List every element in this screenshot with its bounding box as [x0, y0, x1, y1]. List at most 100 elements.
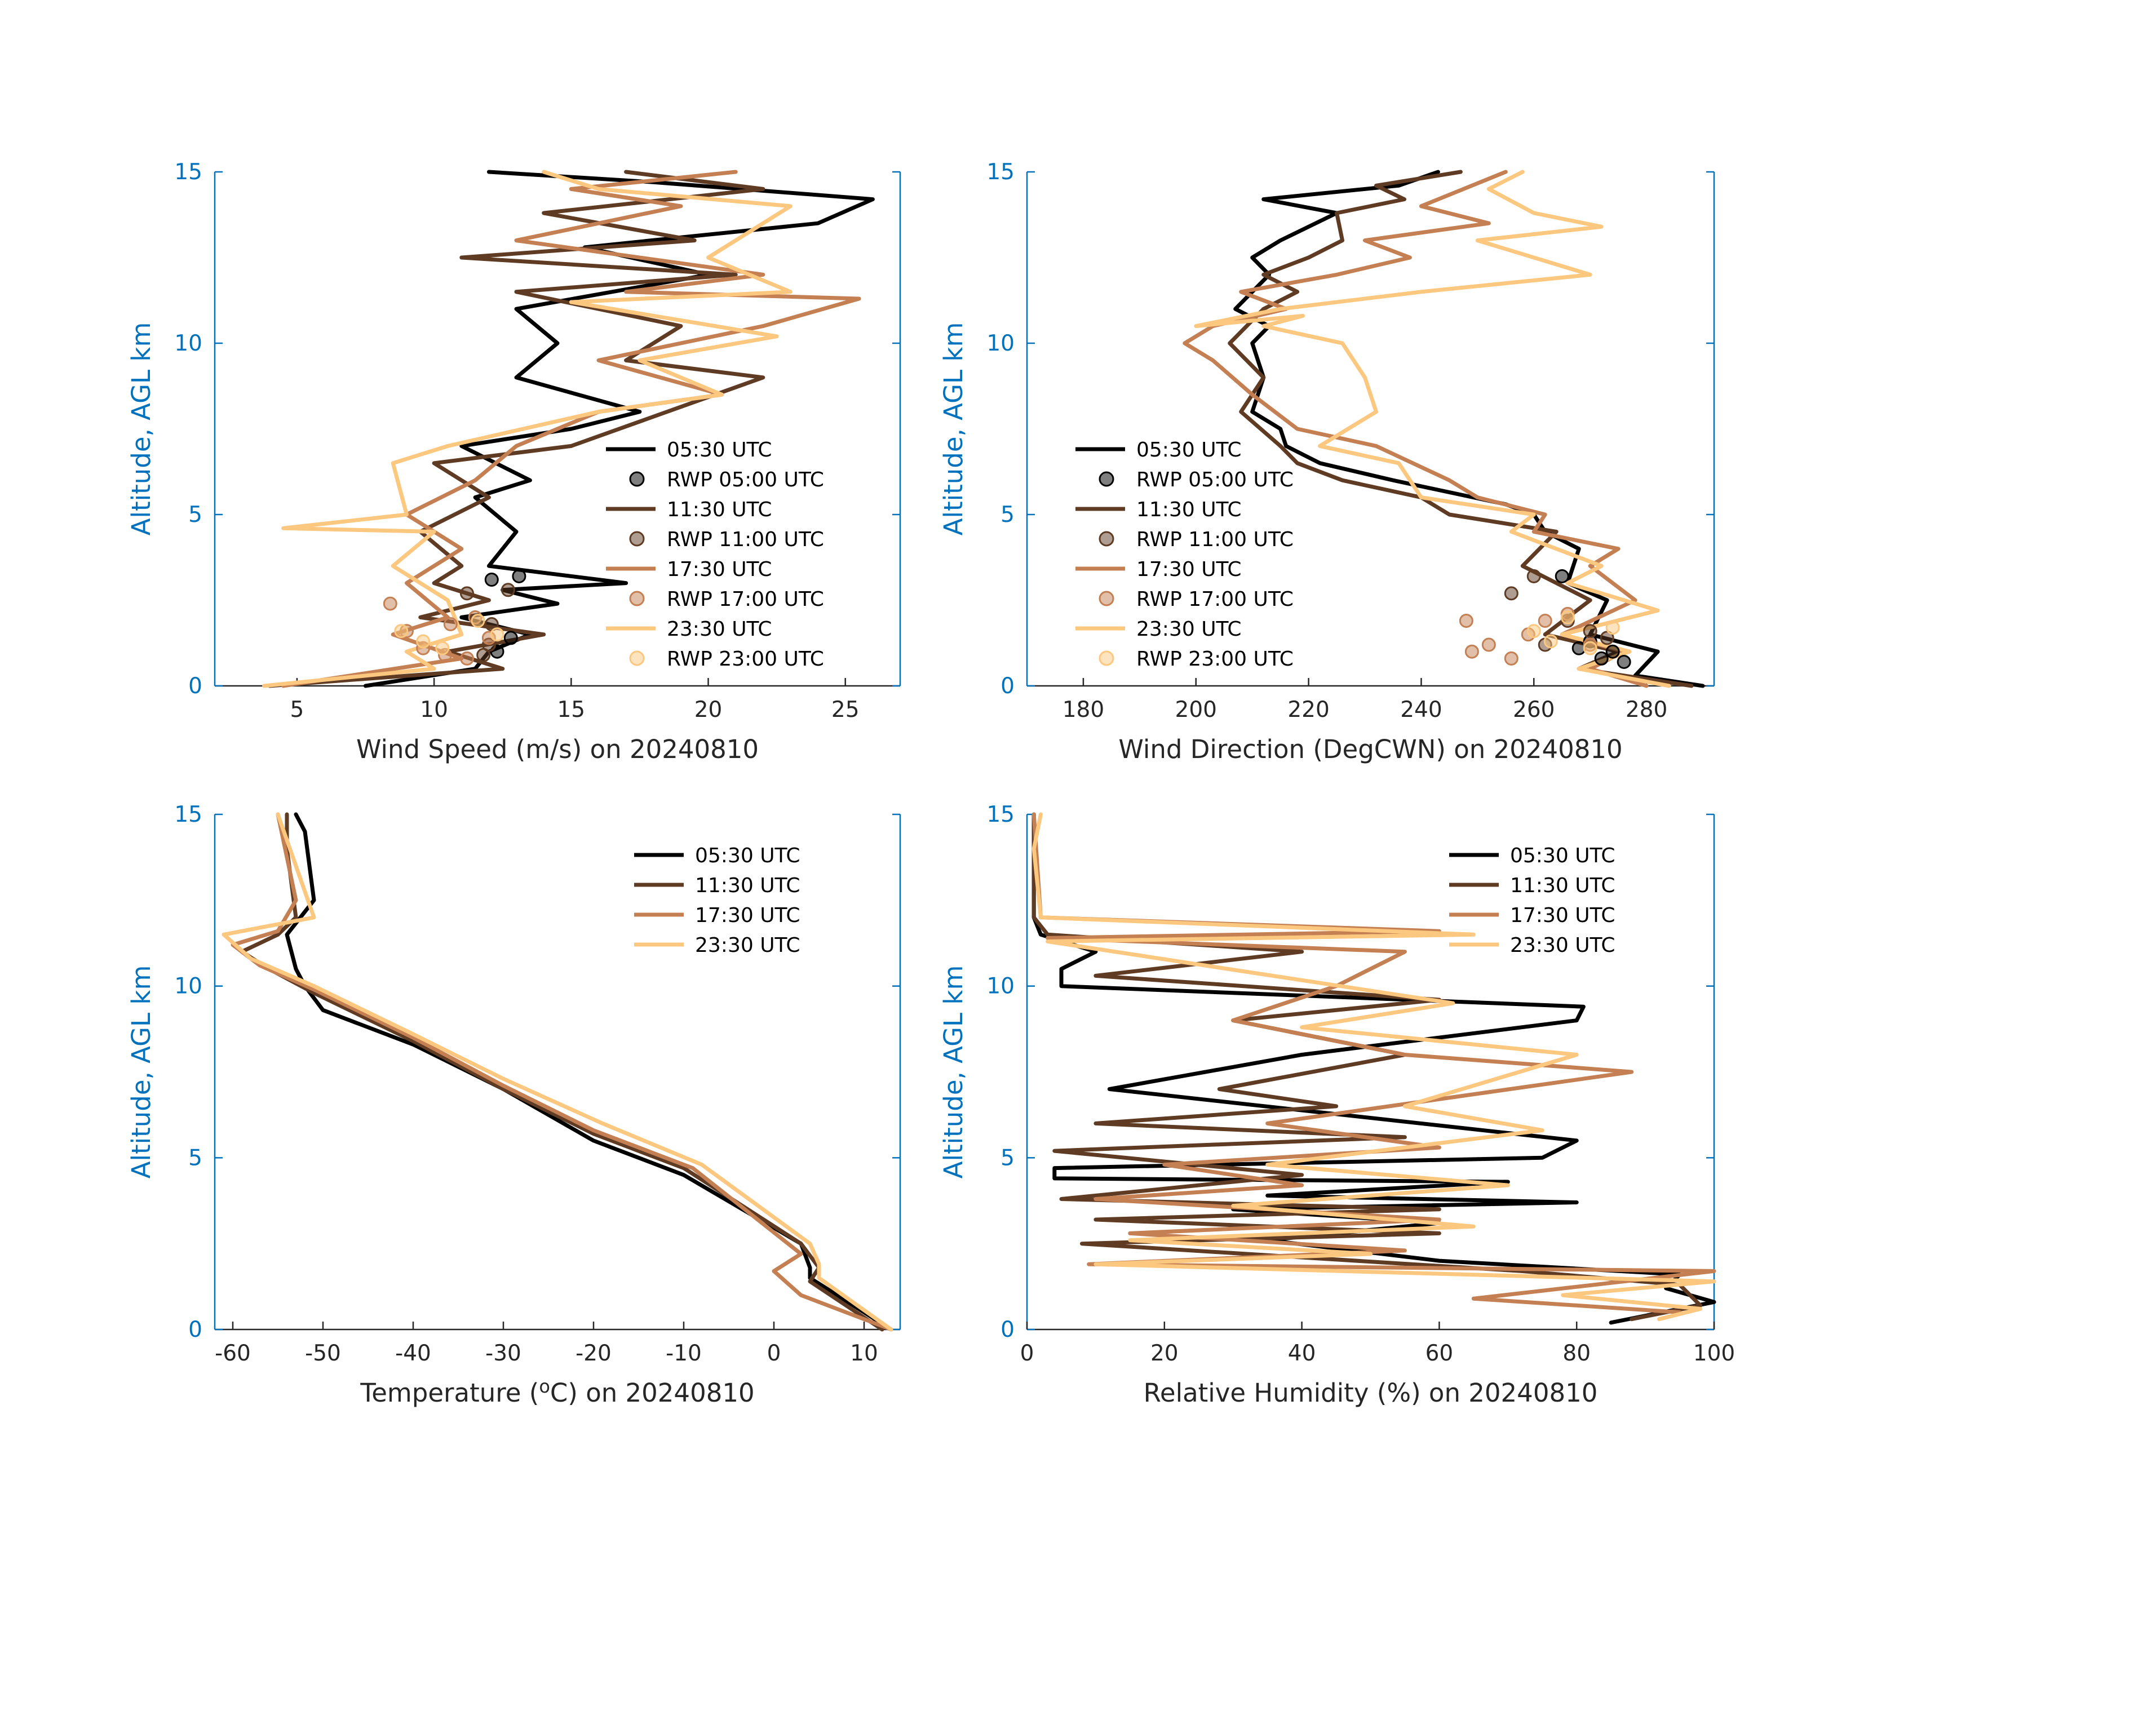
direction-rwp-point: [1594, 651, 1609, 666]
direction-series-2330: [1194, 170, 1671, 688]
speed-xtick-label: 15: [557, 697, 585, 723]
direction-rwp-point: [1538, 613, 1552, 628]
direction-rwp-point: [1464, 644, 1479, 659]
direction-rwp-point: [1605, 644, 1620, 659]
speed-ylabel: Altitude, AGL km: [126, 322, 156, 536]
temperature-legend-label: 23:30 UTC: [695, 934, 800, 957]
temperature-legend: 05:30 UTC 11:30 UTC 17:30 UTC 23:30 UTC: [634, 844, 800, 957]
temperature-legend-label: 11:30 UTC: [695, 874, 800, 897]
speed-rwp-point: [383, 596, 397, 611]
speed-rwp-point: [471, 613, 485, 628]
direction-ytick-label: 10: [986, 331, 1015, 356]
direction-legend-label: RWP 17:00 UTC: [1136, 588, 1294, 611]
temperature-ytick-label: 10: [174, 974, 202, 999]
direction-legend-label: 05:30 UTC: [1136, 438, 1242, 462]
temperature-series-1730: [231, 812, 893, 1332]
direction-ytick-label: 5: [1000, 502, 1015, 528]
temperature-xlabel: Temperature (oC) on 20240810: [360, 1376, 754, 1408]
speed-rwp-point: [459, 586, 474, 601]
direction-xtick-label: 180: [1062, 697, 1104, 723]
speed-rwp-point: [459, 651, 474, 666]
direction-series-1130: [1228, 170, 1694, 688]
direction-legend-label: 23:30 UTC: [1136, 618, 1242, 641]
humidity-xtick-label: 80: [1562, 1341, 1591, 1366]
direction-legend-marker: [1099, 531, 1114, 547]
speed-rwp-point: [503, 631, 518, 645]
speed-legend-marker: [629, 531, 645, 547]
temperature-xtick-label: 10: [850, 1341, 878, 1366]
direction-rwp-point: [1583, 641, 1597, 655]
speed-rwp-point: [501, 583, 515, 597]
direction-xlabel: Wind Direction (DegCWN) on 20240810: [1118, 734, 1622, 764]
speed-rwp-point: [394, 624, 409, 639]
direction-legend-label: RWP 23:00 UTC: [1136, 648, 1294, 671]
temperature-series-0530: [285, 812, 893, 1332]
temperature-chart: 0 5 10 15 -60 -50 -40 -30 -20 -10 0 10 Temperature (…: [126, 802, 901, 1408]
humidity-legend: 05:30 UTC 11:30 UTC 17:30 UTC 23:30 UTC: [1449, 844, 1615, 957]
direction-xtick-label: 260: [1513, 697, 1555, 723]
speed-legend-label: 23:30 UTC: [667, 618, 772, 641]
humidity-xlabel: Relative Humidity (%) on 20240810: [1144, 1378, 1598, 1408]
speed-xtick-label: 5: [290, 697, 304, 723]
humidity-ytick-label: 10: [986, 974, 1015, 999]
direction-legend: 05:30 UTC RWP 05:00 UTC 11:30 UTC RWP 11:00…: [1075, 438, 1294, 671]
humidity-legend-label: 17:30 UTC: [1510, 904, 1615, 927]
speed-legend-label: RWP 23:00 UTC: [667, 648, 824, 671]
speed-rwp-point: [476, 648, 491, 662]
speed-xtick-label: 25: [831, 697, 860, 723]
humidity-legend-label: 11:30 UTC: [1510, 874, 1615, 897]
direction-rwp-point: [1560, 610, 1575, 624]
speed-rwp-point: [443, 617, 458, 632]
humidity-series-2330: [1031, 812, 1716, 1322]
direction-ylabel: Altitude, AGL km: [938, 322, 968, 536]
temperature-legend-label: 05:30 UTC: [695, 844, 800, 867]
direction-rwp-point: [1459, 613, 1473, 628]
humidity-chart: 0 5 10 15 0 20 40 60 80 100 Relative Humidity (%) …: [938, 802, 1735, 1408]
speed-legend-label: 11:30 UTC: [667, 498, 772, 521]
direction-legend-marker: [1099, 650, 1114, 666]
direction-rwp-point: [1526, 569, 1541, 583]
speed-rwp-point: [512, 569, 526, 583]
direction-legend-label: 17:30 UTC: [1136, 558, 1242, 581]
humidity-ytick-label: 15: [986, 802, 1015, 827]
speed-legend-marker: [629, 591, 645, 606]
speed-legend-label: 17:30 UTC: [667, 558, 772, 581]
temperature-xtick-label: -10: [666, 1341, 702, 1366]
speed-legend-label: RWP 17:00 UTC: [667, 588, 824, 611]
speed-legend-label: RWP 05:00 UTC: [667, 468, 824, 491]
speed-legend-label: RWP 11:00 UTC: [667, 528, 824, 551]
temperature-ytick-label: 5: [188, 1145, 202, 1171]
temperature-xtick-label: 0: [767, 1341, 781, 1366]
speed-ytick-label: 0: [188, 673, 202, 699]
speed-chart: 0 5 10 15 5 10 15 20 25 Wind Speed (m/s) on 20240…: [126, 159, 901, 764]
humidity-series-0530: [1031, 812, 1716, 1325]
direction-xtick-label: 220: [1287, 697, 1329, 723]
direction-rwp-point: [1583, 624, 1597, 639]
temperature-xtick-label: -30: [485, 1341, 521, 1366]
direction-series-1730: [1183, 170, 1649, 688]
speed-legend-label: 05:30 UTC: [667, 438, 772, 462]
humidity-legend-label: 23:30 UTC: [1510, 934, 1615, 957]
speed-ytick-label: 15: [174, 159, 202, 185]
direction-rwp-point: [1617, 654, 1631, 669]
humidity-ytick-label: 5: [1000, 1145, 1015, 1171]
direction-legend-label: RWP 11:00 UTC: [1136, 528, 1294, 551]
direction-rwp-point: [1543, 634, 1558, 649]
direction-legend-marker: [1099, 471, 1114, 487]
humidity-xtick-label: 0: [1020, 1341, 1034, 1366]
temperature-legend-label: 17:30 UTC: [695, 904, 800, 927]
direction-legend-marker: [1099, 591, 1114, 606]
direction-rwp-point: [1481, 637, 1496, 652]
speed-rwp-point: [435, 641, 450, 655]
speed-xlabel: Wind Speed (m/s) on 20240810: [356, 734, 759, 764]
humidity-xtick-label: 40: [1288, 1341, 1316, 1366]
speed-xtick-label: 10: [420, 697, 448, 723]
direction-xtick-label: 200: [1175, 697, 1217, 723]
humidity-ylabel: Altitude, AGL km: [938, 965, 968, 1179]
temperature-series-2330: [222, 812, 893, 1332]
speed-rwp-point: [416, 634, 431, 649]
humidity-ytick-label: 0: [1000, 1317, 1015, 1342]
direction-rwp-point: [1504, 586, 1519, 601]
speed-ytick-label: 5: [188, 502, 202, 528]
